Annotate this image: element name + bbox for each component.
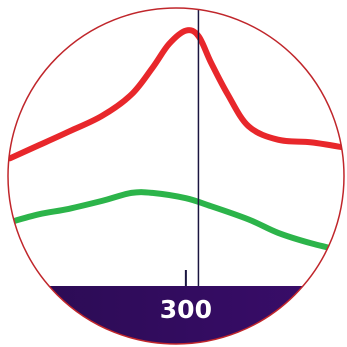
series-layer <box>8 27 344 255</box>
x-tick-label-0: 300 <box>160 295 212 324</box>
lens-border <box>7 7 345 345</box>
x-tick-layer: 300 <box>160 270 212 324</box>
series-line-1 <box>8 189 344 255</box>
series-line-0 <box>8 27 344 162</box>
